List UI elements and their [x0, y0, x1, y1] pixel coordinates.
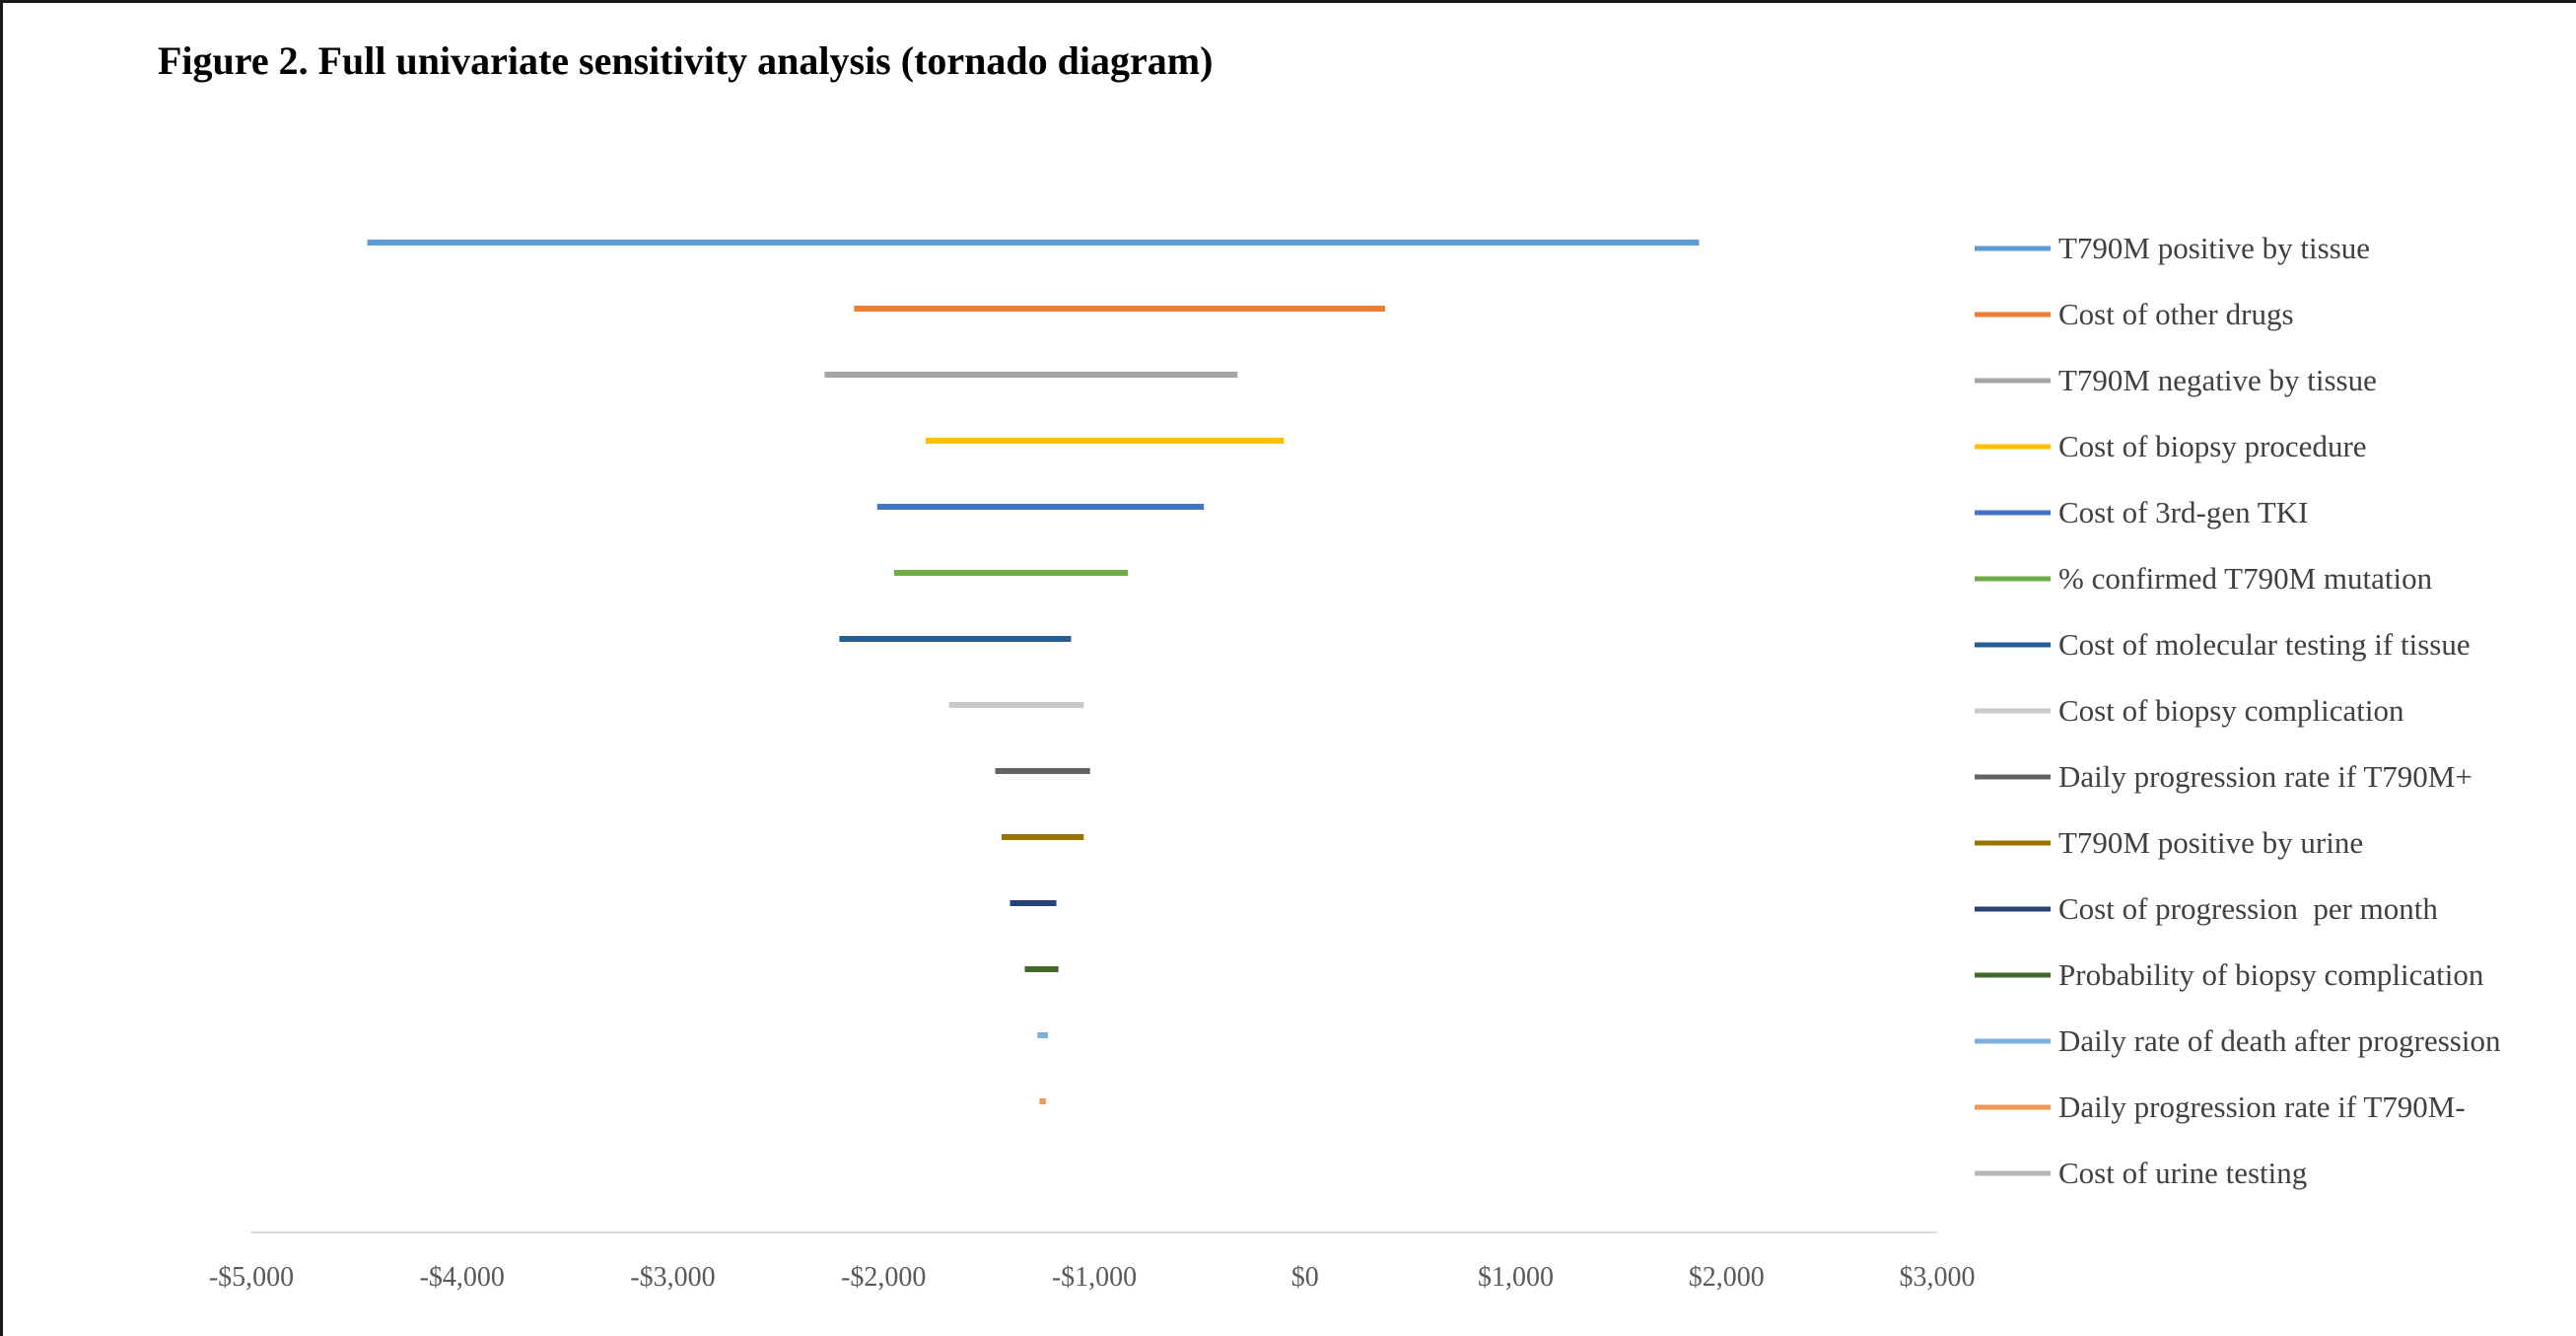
x-tick-label-4: -$2,000: [841, 1262, 926, 1293]
legend: T790M positive by tissue Cost of other dr…: [1975, 231, 2501, 1190]
x-tick-label-1: -$5,000: [209, 1262, 294, 1293]
bar-13: [1037, 1032, 1048, 1038]
legend-label-4: Cost of biopsy procedure: [2058, 429, 2367, 463]
legend-label-15: Cost of urine testing: [2058, 1156, 2307, 1190]
legend-label-5: Cost of 3rd-gen TKI: [2058, 495, 2308, 529]
bar-14: [1039, 1098, 1046, 1104]
x-tick-label-8: $2,000: [1689, 1262, 1765, 1293]
legend-label-8: Cost of biopsy complication: [2058, 693, 2404, 728]
x-tick-label-7: $1,000: [1478, 1262, 1554, 1293]
bar-12: [1024, 966, 1059, 972]
bar-1: [367, 240, 1700, 246]
legend-label-12: Probability of biopsy complication: [2058, 957, 2484, 992]
bar-7: [839, 636, 1072, 642]
bar-3: [824, 372, 1238, 378]
legend-label-11: Cost of progression per month: [2058, 891, 2438, 926]
bar-5: [876, 504, 1205, 510]
bar-2: [854, 306, 1385, 312]
bar-9: [995, 768, 1090, 774]
x-tick-labels: -$5,000 -$4,000 -$3,000 -$2,000 -$1,000 $0 $1,…: [209, 1262, 1976, 1293]
x-tick-label-9: $3,000: [1900, 1262, 1976, 1293]
x-tick-label-6: $0: [1291, 1262, 1319, 1293]
legend-label-9: Daily progression rate if T790M+: [2058, 759, 2472, 794]
legend-label-7: Cost of molecular testing if tissue: [2058, 627, 2471, 662]
legend-label-10: T790M positive by urine: [2058, 825, 2363, 860]
x-tick-label-2: -$4,000: [420, 1262, 505, 1293]
bar-6: [893, 570, 1129, 576]
bar-8: [948, 702, 1084, 708]
x-tick-label-5: -$1,000: [1052, 1262, 1137, 1293]
bar-4: [926, 438, 1285, 444]
bars-group: [367, 240, 1700, 1104]
legend-label-3: T790M negative by tissue: [2058, 363, 2377, 397]
legend-label-1: T790M positive by tissue: [2058, 231, 2370, 265]
legend-label-2: Cost of other drugs: [2058, 297, 2294, 331]
legend-label-13: Daily rate of death after progression: [2058, 1023, 2501, 1058]
bar-10: [1001, 834, 1084, 840]
figure-title: Figure 2. Full univariate sensitivity an…: [158, 38, 1214, 83]
legend-label-6: % confirmed T790M mutation: [2058, 561, 2433, 596]
bar-11: [1010, 900, 1057, 906]
x-tick-label-3: -$3,000: [630, 1262, 715, 1293]
legend-label-14: Daily progression rate if T790M-: [2058, 1090, 2466, 1124]
